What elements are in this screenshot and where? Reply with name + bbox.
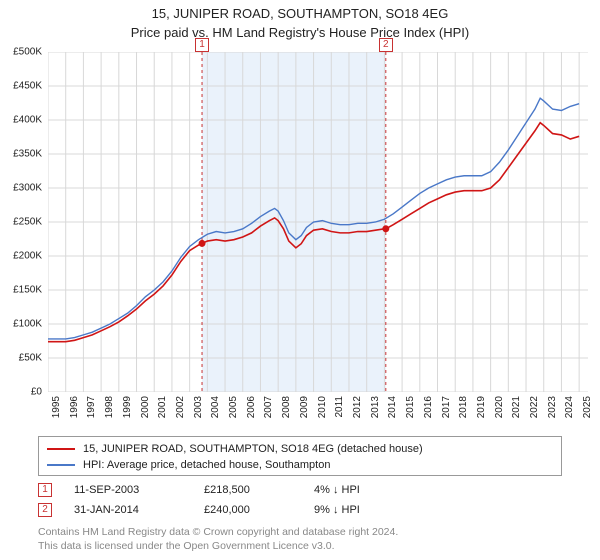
y-axis-label: £350K [13, 149, 42, 160]
x-axis-label: 2005 [228, 396, 239, 418]
sales-marker-1: 1 [38, 483, 52, 497]
marker-dot-1 [199, 240, 206, 247]
x-axis-label: 2011 [334, 396, 345, 418]
x-axis-label: 2020 [494, 396, 505, 418]
sales-price-1: £218,500 [204, 484, 314, 496]
x-axis-label: 2012 [352, 396, 363, 418]
chart-subtitle: Price paid vs. HM Land Registry's House … [0, 21, 600, 40]
sales-row-2: 2 31-JAN-2014£240,0009% ↓ HPI [38, 500, 414, 520]
x-axis-label: 2000 [140, 396, 151, 418]
x-axis-label: 2010 [317, 396, 328, 418]
footnote: Contains HM Land Registry data © Crown c… [38, 526, 398, 553]
y-axis-label: £50K [19, 353, 42, 364]
y-axis-label: £400K [13, 115, 42, 126]
chart-plot-area: £0£50K£100K£150K£200K£250K£300K£350K£400… [48, 52, 588, 392]
x-axis-label: 2015 [405, 396, 416, 418]
sales-date-1: 11-SEP-2003 [74, 484, 204, 496]
x-axis-label: 2017 [441, 396, 452, 418]
y-axis-label: £500K [13, 47, 42, 58]
x-axis-label: 2004 [210, 396, 221, 418]
legend-swatch-series1 [47, 448, 75, 451]
x-axis-label: 1999 [122, 396, 133, 418]
footnote-line1: Contains HM Land Registry data © Crown c… [38, 526, 398, 540]
x-axis-label: 2003 [193, 396, 204, 418]
sales-table: 1 11-SEP-2003£218,5004% ↓ HPI 2 31-JAN-2014… [38, 480, 414, 520]
x-axis-label: 1996 [69, 396, 80, 418]
sales-marker-2: 2 [38, 503, 52, 517]
y-axis-label: £0 [31, 387, 42, 398]
x-axis-label: 2013 [370, 396, 381, 418]
sales-delta-1: 4% ↓ HPI [314, 484, 414, 496]
sales-delta-2: 9% ↓ HPI [314, 504, 414, 516]
marker-dot-2 [382, 225, 389, 232]
x-axis-label: 2024 [564, 396, 575, 418]
legend-row-series1: 15, JUNIPER ROAD, SOUTHAMPTON, SO18 4EG … [47, 441, 553, 457]
x-axis-label: 1998 [104, 396, 115, 418]
x-axis-label: 2006 [246, 396, 257, 418]
y-axis-label: £450K [13, 81, 42, 92]
x-axis-label: 2021 [511, 396, 522, 418]
x-axis-label: 2007 [263, 396, 274, 418]
marker-box-2: 2 [379, 38, 393, 52]
legend-box: 15, JUNIPER ROAD, SOUTHAMPTON, SO18 4EG … [38, 436, 562, 476]
x-axis-label: 2019 [476, 396, 487, 418]
sales-price-2: £240,000 [204, 504, 314, 516]
x-axis-label: 2022 [529, 396, 540, 418]
x-axis-label: 2009 [299, 396, 310, 418]
y-axis-label: £300K [13, 183, 42, 194]
x-axis-label: 2018 [458, 396, 469, 418]
y-axis-label: £150K [13, 285, 42, 296]
x-axis-label: 2023 [547, 396, 558, 418]
x-axis-label: 2025 [582, 396, 593, 418]
chart-title: 15, JUNIPER ROAD, SOUTHAMPTON, SO18 4EG [0, 0, 600, 21]
x-axis-label: 2014 [387, 396, 398, 418]
x-axis-label: 1995 [51, 396, 62, 418]
x-axis-label: 1997 [86, 396, 97, 418]
x-axis-label: 2002 [175, 396, 186, 418]
y-axis-label: £250K [13, 217, 42, 228]
legend-label-series1: 15, JUNIPER ROAD, SOUTHAMPTON, SO18 4EG … [83, 443, 423, 455]
sales-date-2: 31-JAN-2014 [74, 504, 204, 516]
footnote-line2: This data is licensed under the Open Gov… [38, 540, 398, 554]
y-axis-label: £200K [13, 251, 42, 262]
x-axis-label: 2001 [157, 396, 168, 418]
y-axis-label: £100K [13, 319, 42, 330]
x-axis-label: 2016 [423, 396, 434, 418]
legend-swatch-series2 [47, 464, 75, 466]
legend-row-series2: HPI: Average price, detached house, Sout… [47, 457, 553, 473]
chart-svg [48, 52, 588, 392]
x-axis-label: 2008 [281, 396, 292, 418]
marker-box-1: 1 [195, 38, 209, 52]
legend-label-series2: HPI: Average price, detached house, Sout… [83, 459, 330, 471]
sales-row-1: 1 11-SEP-2003£218,5004% ↓ HPI [38, 480, 414, 500]
